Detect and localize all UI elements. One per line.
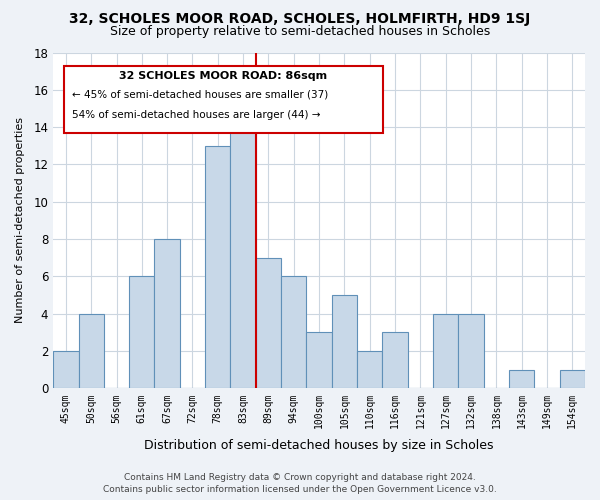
Bar xyxy=(281,276,307,388)
Bar xyxy=(129,276,154,388)
X-axis label: Distribution of semi-detached houses by size in Scholes: Distribution of semi-detached houses by … xyxy=(145,440,494,452)
Bar xyxy=(307,332,332,388)
Text: Contains HM Land Registry data © Crown copyright and database right 2024.
Contai: Contains HM Land Registry data © Crown c… xyxy=(103,472,497,494)
Bar xyxy=(205,146,230,388)
Text: Size of property relative to semi-detached houses in Scholes: Size of property relative to semi-detach… xyxy=(110,25,490,38)
Bar xyxy=(256,258,281,388)
Text: 54% of semi-detached houses are larger (44) →: 54% of semi-detached houses are larger (… xyxy=(72,110,320,120)
Bar xyxy=(53,351,79,389)
Bar xyxy=(509,370,535,388)
Bar xyxy=(433,314,458,388)
Bar xyxy=(458,314,484,388)
Bar xyxy=(382,332,408,388)
Text: ← 45% of semi-detached houses are smaller (37): ← 45% of semi-detached houses are smalle… xyxy=(72,90,328,100)
Bar xyxy=(79,314,104,388)
Y-axis label: Number of semi-detached properties: Number of semi-detached properties xyxy=(15,118,25,324)
Bar xyxy=(357,351,382,389)
Bar xyxy=(230,108,256,388)
FancyBboxPatch shape xyxy=(64,66,383,133)
Text: 32 SCHOLES MOOR ROAD: 86sqm: 32 SCHOLES MOOR ROAD: 86sqm xyxy=(119,71,328,81)
Bar xyxy=(154,239,180,388)
Bar xyxy=(560,370,585,388)
Text: 32, SCHOLES MOOR ROAD, SCHOLES, HOLMFIRTH, HD9 1SJ: 32, SCHOLES MOOR ROAD, SCHOLES, HOLMFIRT… xyxy=(70,12,530,26)
Bar xyxy=(332,295,357,388)
